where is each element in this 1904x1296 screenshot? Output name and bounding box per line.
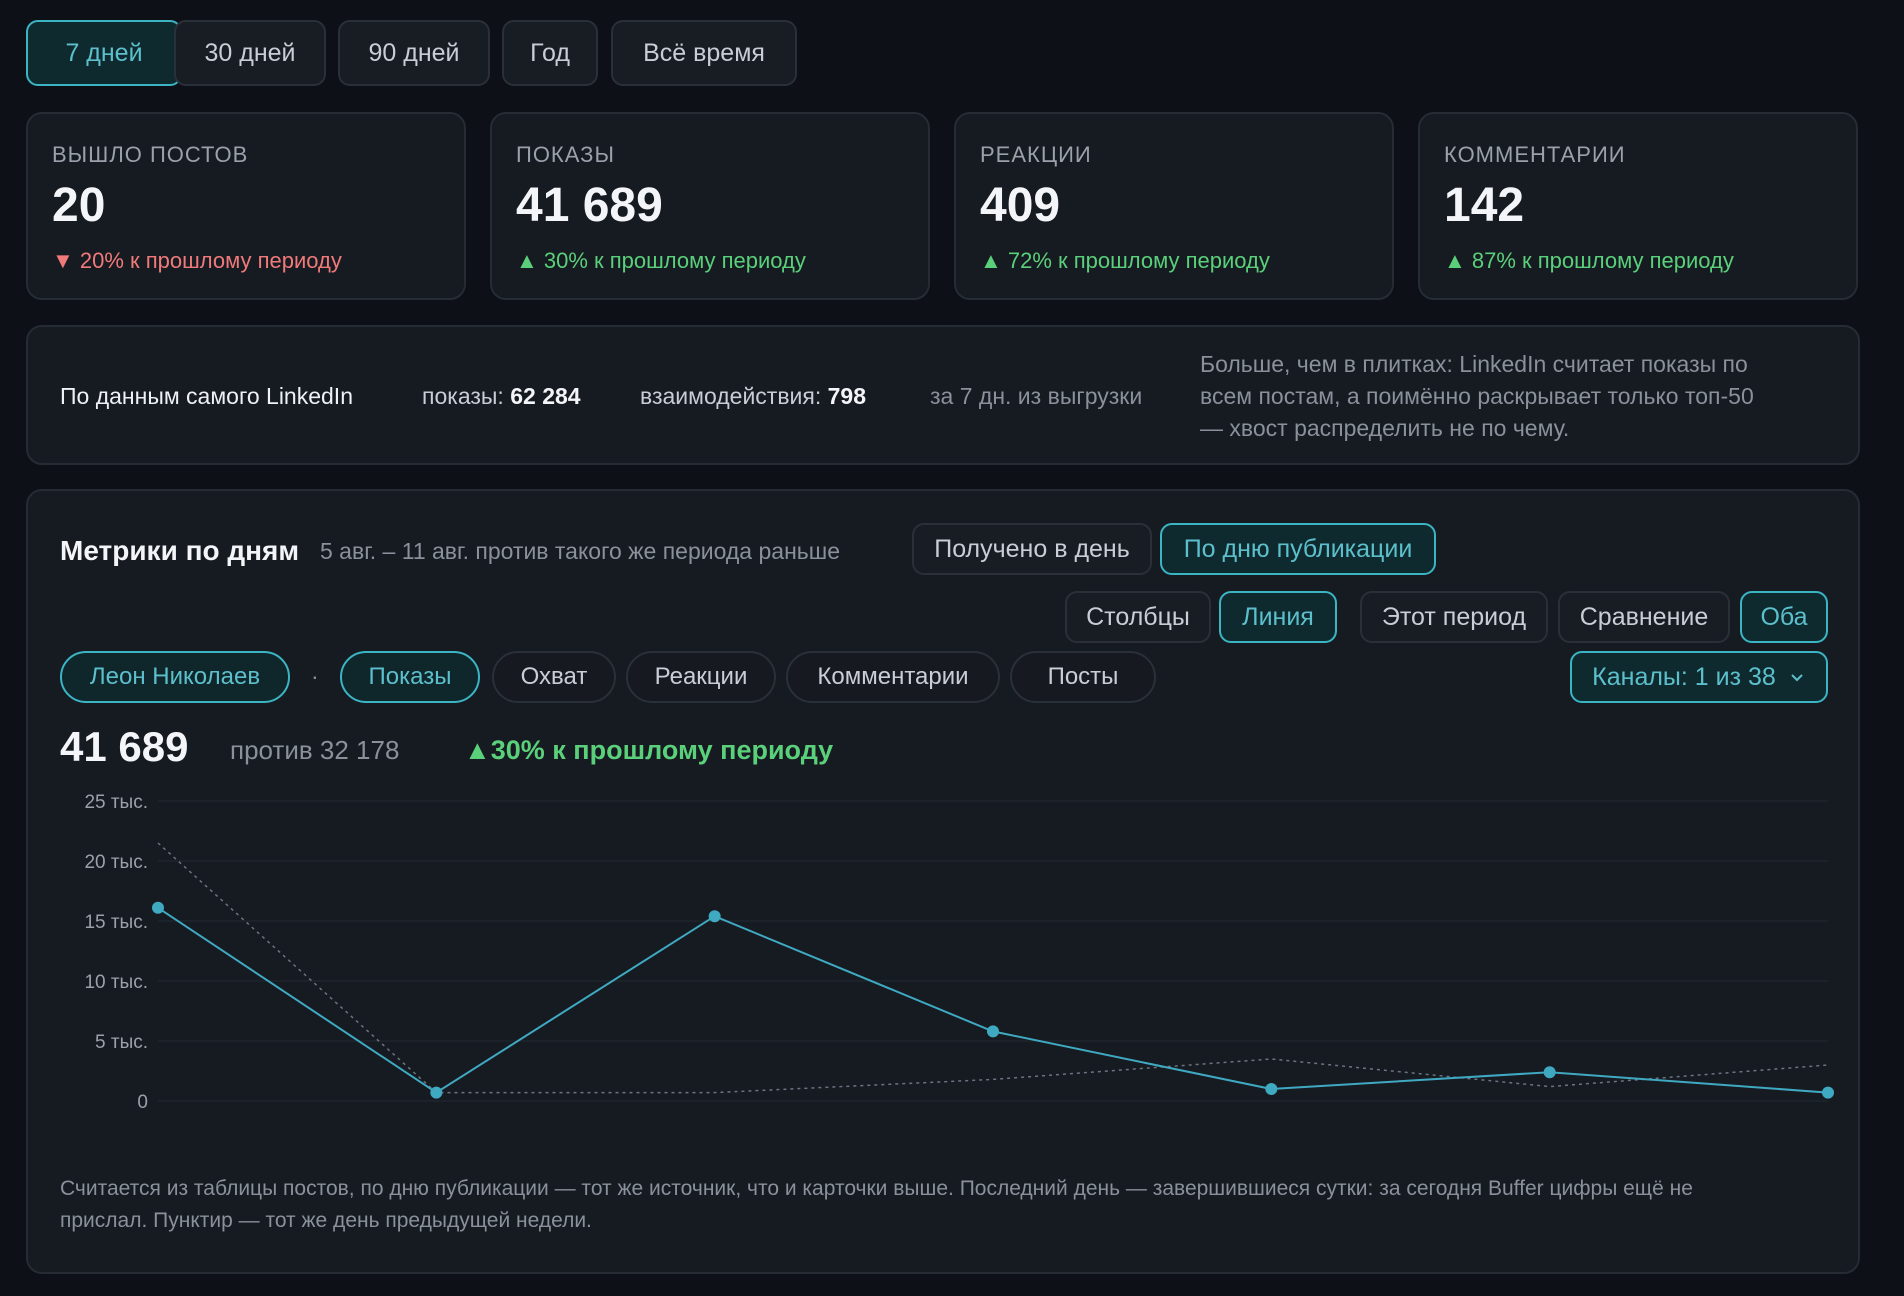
compare-both-button[interactable]: Оба — [1740, 591, 1828, 643]
metrics-panel: Метрики по дням 5 авг. – 11 авг. против … — [26, 489, 1860, 1274]
pill-separator: · — [311, 663, 319, 689]
chart-line-button[interactable]: Линия — [1219, 591, 1337, 643]
impressions-value: 62 284 — [510, 383, 581, 409]
linkedin-note-line1: Больше, чем в плитках: LinkedIn считает … — [1200, 351, 1748, 377]
data-point — [1822, 1086, 1834, 1099]
stat-label: ПОКАЗЫ — [516, 142, 615, 167]
y-tick-label: 0 — [137, 1092, 148, 1111]
stat-card: ВЫШЛО ПОСТОВ 20 ▼ 20% к прошлому периоду — [26, 112, 466, 300]
metric-tab-4[interactable]: Посты — [1010, 651, 1156, 703]
stat-value: 20 — [52, 179, 106, 232]
linkedin-impressions: показы: 62 284 — [422, 383, 581, 410]
linkedin-note-line3: — хвост распределить не по чему. — [1200, 415, 1570, 441]
metrics-subtitle: 5 авг. – 11 авг. против такого же период… — [320, 538, 840, 564]
stat-card: РЕАКЦИИ 409 ▲ 72% к прошлому периоду — [954, 112, 1394, 300]
metrics-versus: против 32 178 — [230, 735, 400, 765]
stat-label: РЕАКЦИИ — [980, 142, 1092, 167]
period-tab-1[interactable]: 30 дней — [174, 20, 326, 86]
footnote-line2: прислал. Пунктир — тот же день предыдуще… — [60, 1209, 592, 1232]
interactions-label: взаимодействия: — [640, 383, 822, 409]
previous-period-line — [157, 842, 1829, 1094]
metrics-total: 41 689 — [60, 723, 189, 770]
y-tick-label: 20 тыс. — [84, 852, 148, 873]
stat-delta: ▲ 30% к прошлому периоду — [516, 248, 806, 273]
author-pill[interactable]: Леон Николаев — [60, 651, 290, 703]
y-tick-label: 25 тыс. — [84, 792, 148, 813]
stat-delta: ▼ 20% к прошлому периоду — [52, 248, 342, 273]
linkedin-title: По данным самого LinkedIn — [60, 383, 353, 409]
compare-this-period-button[interactable]: Этот период — [1360, 591, 1548, 643]
metrics-title: Метрики по дням — [60, 535, 300, 566]
stat-delta: ▲ 87% к прошлому периоду — [1444, 248, 1734, 273]
channels-label: Каналы: 1 из 38 — [1592, 662, 1776, 691]
stat-delta: ▲ 72% к прошлому периоду — [980, 248, 1270, 273]
stat-label: ВЫШЛО ПОСТОВ — [52, 142, 249, 167]
stat-card: КОММЕНТАРИИ 142 ▲ 87% к прошлому периоду — [1418, 112, 1858, 300]
period-tab-2[interactable]: 90 дней — [338, 20, 490, 86]
data-point — [1265, 1083, 1278, 1095]
y-tick-label: 5 тыс. — [95, 1032, 148, 1053]
y-tick-label: 15 тыс. — [84, 912, 148, 933]
mode-by-publish-day-button[interactable]: По дню публикации — [1160, 523, 1436, 575]
current-period-line — [157, 906, 1829, 1094]
period-tab-3[interactable]: Год — [502, 20, 598, 86]
data-point — [152, 901, 164, 914]
data-point — [987, 1025, 999, 1038]
metrics-delta: ▲30% к прошлому периоду — [464, 735, 834, 765]
metric-tab-1[interactable]: Охват — [492, 651, 616, 703]
linkedin-info-card: По данным самого LinkedIn показы: 62 284… — [26, 325, 1860, 465]
impressions-label: показы: — [422, 383, 504, 409]
channels-dropdown[interactable]: Каналы: 1 из 38 — [1570, 651, 1828, 703]
data-point — [430, 1086, 443, 1099]
chevron-down-icon — [1791, 674, 1803, 682]
metric-tab-0[interactable]: Показы — [340, 651, 480, 703]
period-tab-4[interactable]: Всё время — [611, 20, 797, 86]
footnote-line1: Считается из таблицы постов, по дню публ… — [60, 1177, 1693, 1200]
data-point — [708, 910, 721, 923]
stat-value: 142 — [1444, 179, 1525, 232]
y-tick-label: 10 тыс. — [84, 972, 148, 993]
stat-card: ПОКАЗЫ 41 689 ▲ 30% к прошлому периоду — [490, 112, 930, 300]
mode-received-per-day-button[interactable]: Получено в день — [912, 523, 1152, 575]
linkedin-note-line2: всем постам, а поимённо раскрывает тольк… — [1200, 383, 1754, 409]
compare-comparison-button[interactable]: Сравнение — [1558, 591, 1730, 643]
metric-tab-3[interactable]: Комментарии — [786, 651, 1000, 703]
metric-tab-2[interactable]: Реакции — [626, 651, 776, 703]
stat-value: 409 — [980, 179, 1061, 232]
linkedin-period-note: за 7 дн. из выгрузки — [930, 383, 1143, 409]
impressions-line-chart: 05 тыс.10 тыс.15 тыс.20 тыс.25 тыс.5 авг… — [84, 792, 1834, 1111]
data-point — [1543, 1066, 1556, 1079]
stat-value: 41 689 — [516, 179, 663, 232]
period-tab-0[interactable]: 7 дней — [26, 20, 182, 86]
chart-bars-button[interactable]: Столбцы — [1065, 591, 1211, 643]
interactions-value: 798 — [827, 383, 867, 409]
stat-label: КОММЕНТАРИИ — [1444, 142, 1626, 167]
linkedin-interactions: взаимодействия: 798 — [640, 383, 866, 410]
